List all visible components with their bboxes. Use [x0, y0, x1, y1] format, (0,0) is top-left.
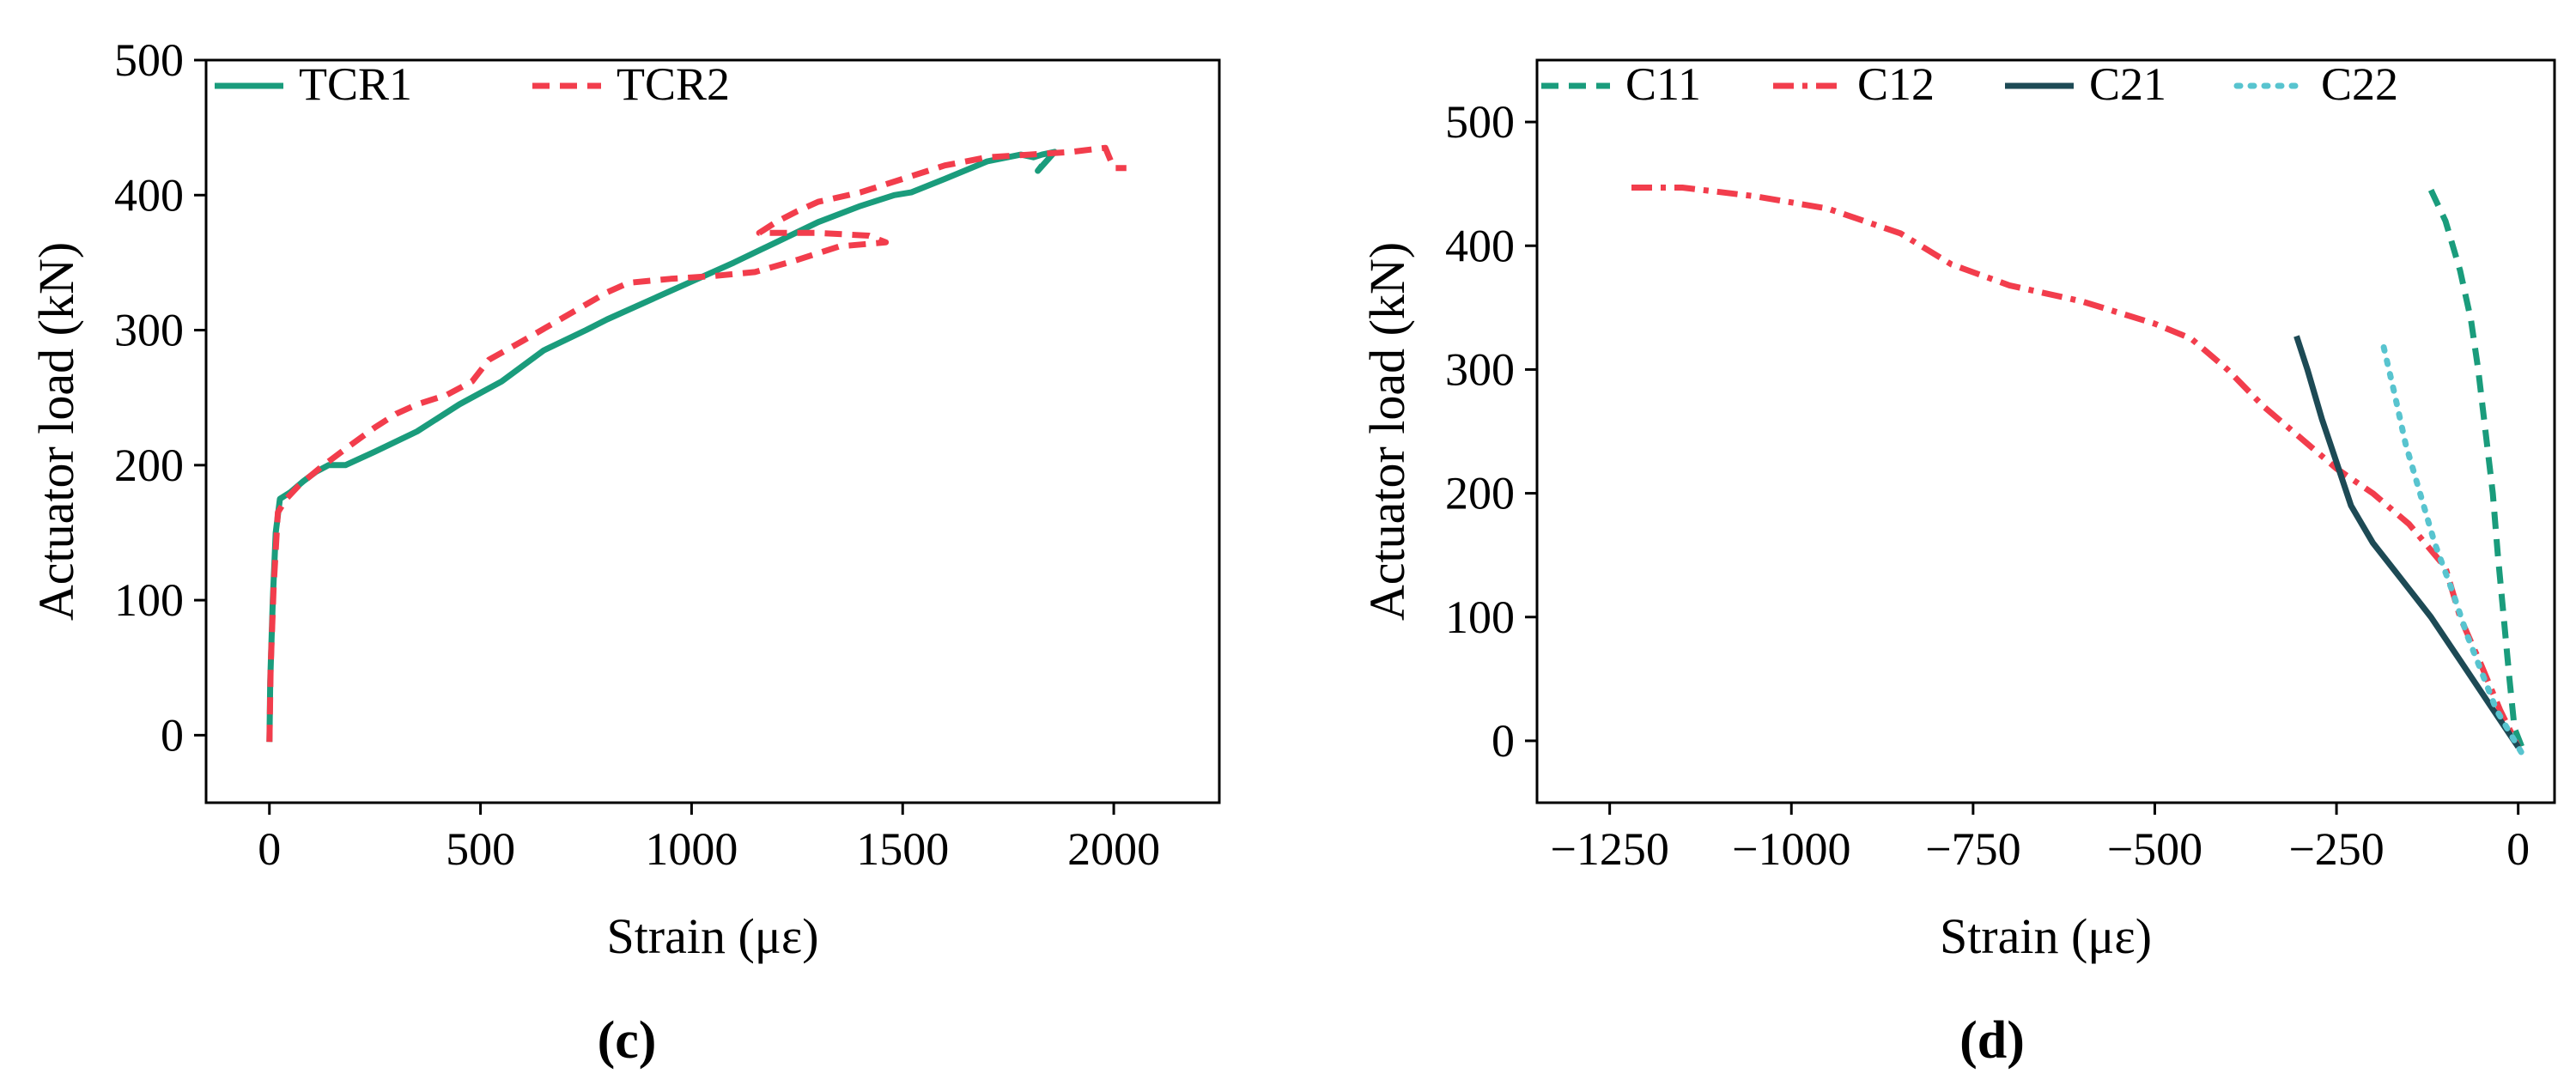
x-tick-label: 500: [446, 823, 515, 875]
x-axis-title: Strain (με): [1940, 908, 2152, 964]
x-tick-label: −1000: [1732, 823, 1850, 875]
x-tick-label: −750: [1925, 823, 2020, 875]
y-tick-label: 300: [114, 305, 184, 356]
x-tick-label: 0: [258, 823, 281, 875]
x-tick-label: −250: [2288, 823, 2384, 875]
y-tick-label: 200: [114, 440, 184, 491]
legend-label-tcr2: TCR2: [617, 58, 730, 110]
y-tick-label: 500: [1445, 96, 1515, 148]
x-tick-label: −1250: [1550, 823, 1668, 875]
legend-label-c22: C22: [2321, 58, 2398, 110]
x-axis-title: Strain (με): [606, 908, 818, 964]
series-group: [266, 144, 1127, 743]
y-tick-label: 300: [1445, 343, 1515, 395]
y-tick-label: 400: [1445, 220, 1515, 271]
y-tick-label: 500: [114, 34, 184, 86]
legend-label-c21: C21: [2089, 58, 2166, 110]
x-tick-label: 1500: [856, 823, 949, 875]
panel-label: (d): [1959, 1011, 2025, 1070]
chart-panel-c: 0 500 1000 1500 2000 0 100 200 300 400 500 Strain (…: [28, 34, 1221, 1070]
series-line-c22: [2380, 344, 2525, 756]
y-axis-title: Actuator load (kN): [1359, 242, 1415, 621]
x-tick-label: 1000: [645, 823, 738, 875]
y-tick-label: 100: [114, 574, 184, 626]
series-line-c12: [1631, 185, 2521, 749]
plot-frame: [1535, 58, 2556, 804]
series-line-c21: [2293, 335, 2521, 749]
plot-frame: [204, 58, 1221, 804]
y-tick-label: 400: [114, 169, 184, 221]
series-line-tcr1: [266, 149, 1058, 743]
y-tick-label: 100: [1445, 592, 1515, 643]
x-tick-label: 0: [2506, 823, 2530, 875]
series-group: [1631, 185, 2525, 756]
x-tick-label: −500: [2107, 823, 2202, 875]
y-tick-label: 0: [161, 709, 184, 761]
legend-label-c12: C12: [1857, 58, 1935, 110]
y-axis-title: Actuator load (kN): [28, 242, 84, 621]
x-tick-label: 2000: [1067, 823, 1160, 875]
series-line-tcr2: [266, 144, 1127, 743]
series-line-c11: [2427, 188, 2525, 749]
legend-label-tcr1: TCR1: [299, 58, 412, 110]
y-tick-label: 0: [1492, 715, 1515, 767]
y-tick-label: 200: [1445, 468, 1515, 519]
legend-label-c11: C11: [1625, 58, 1701, 110]
panel-label: (c): [598, 1011, 657, 1070]
chart-panel-d: −1250 −1000 −750 −500 −250 0 0 100 200 300 400 500 S…: [1359, 58, 2556, 1070]
